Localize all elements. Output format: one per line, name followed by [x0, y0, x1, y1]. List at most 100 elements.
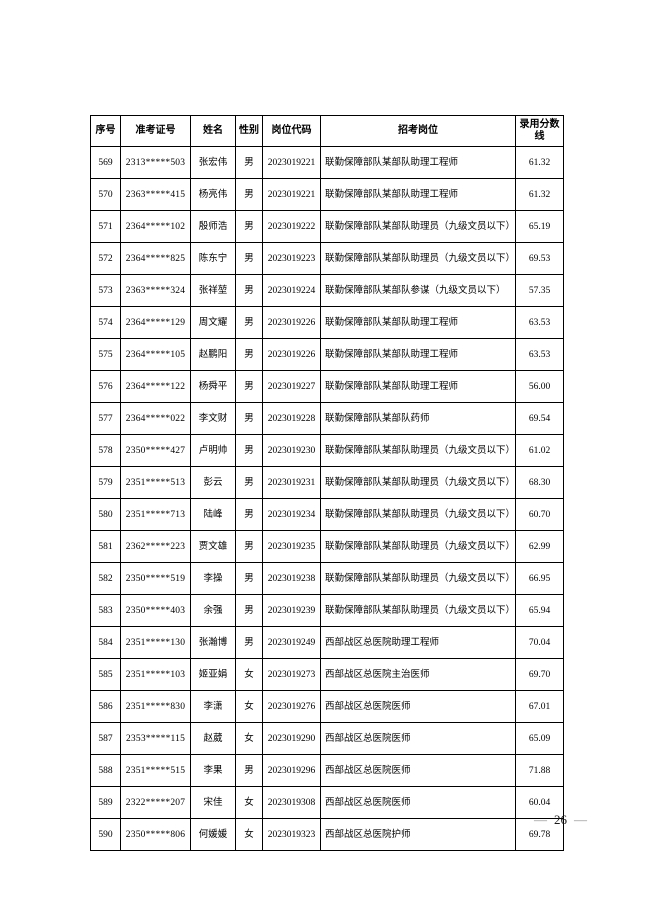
- table-row: 578 2350*****427 卢明帅 男 2023019230 联勤保障部队…: [90, 434, 564, 467]
- cell-gender: 男: [235, 338, 263, 371]
- cell-gender: 女: [235, 818, 263, 851]
- cell-position-title: 联勤保障部队某部队助理工程师: [320, 306, 516, 339]
- cell-position-code: 2023019226: [262, 338, 321, 371]
- cell-gender: 男: [235, 594, 263, 627]
- table-row: 588 2351*****515 李果 男 2023019296 西部战区总医院…: [90, 754, 564, 787]
- cell-position-title: 联勤保障部队某部队助理员（九级文员以下）: [320, 466, 516, 499]
- cell-ticket-number: 2350*****427: [120, 434, 191, 467]
- cell-position-code: 2023019238: [262, 562, 321, 595]
- cell-name: 殷师浩: [190, 210, 236, 243]
- cell-ticket-number: 2364*****825: [120, 242, 191, 275]
- cell-score: 63.53: [515, 338, 564, 371]
- cell-gender: 男: [235, 370, 263, 403]
- cell-position-title: 联勤保障部队某部队助理工程师: [320, 178, 516, 211]
- cell-name: 张祥堃: [190, 274, 236, 307]
- table-row: 571 2364*****102 殷师浩 男 2023019222 联勤保障部队…: [90, 210, 564, 243]
- cell-seq: 584: [90, 626, 121, 659]
- page-number-value: 26: [554, 812, 567, 827]
- cell-position-code: 2023019234: [262, 498, 321, 531]
- cell-score: 69.78: [515, 818, 564, 851]
- cell-seq: 577: [90, 402, 121, 435]
- cell-name: 贾文雄: [190, 530, 236, 563]
- cell-name: 杨亮伟: [190, 178, 236, 211]
- table-row: 569 2313*****503 张宏伟 男 2023019221 联勤保障部队…: [90, 146, 564, 179]
- cell-position-title: 西部战区总医院医师: [320, 722, 516, 755]
- cell-ticket-number: 2351*****130: [120, 626, 191, 659]
- cell-ticket-number: 2362*****223: [120, 530, 191, 563]
- cell-name: 张瀚博: [190, 626, 236, 659]
- cell-seq: 573: [90, 274, 121, 307]
- cell-position-code: 2023019224: [262, 274, 321, 307]
- table-row: 580 2351*****713 陆峰 男 2023019234 联勤保障部队某…: [90, 498, 564, 531]
- cell-name: 余强: [190, 594, 236, 627]
- cell-position-code: 2023019221: [262, 178, 321, 211]
- cell-seq: 587: [90, 722, 121, 755]
- cell-gender: 女: [235, 722, 263, 755]
- cell-ticket-number: 2351*****713: [120, 498, 191, 531]
- table-header-row: 序号 准考证号 姓名 性别 岗位代码 招考岗位 录用分数线: [90, 115, 564, 147]
- table-row: 572 2364*****825 陈东宁 男 2023019223 联勤保障部队…: [90, 242, 564, 275]
- cell-score: 65.19: [515, 210, 564, 243]
- cell-score: 61.32: [515, 146, 564, 179]
- cell-position-code: 2023019273: [262, 658, 321, 691]
- table-row: 570 2363*****415 杨亮伟 男 2023019221 联勤保障部队…: [90, 178, 564, 211]
- cell-ticket-number: 2363*****415: [120, 178, 191, 211]
- cell-seq: 579: [90, 466, 121, 499]
- cell-ticket-number: 2351*****515: [120, 754, 191, 787]
- table-row: 583 2350*****403 余强 男 2023019239 联勤保障部队某…: [90, 594, 564, 627]
- cell-position-title: 联勤保障部队某部队助理员（九级文员以下）: [320, 210, 516, 243]
- cell-ticket-number: 2364*****122: [120, 370, 191, 403]
- cell-ticket-number: 2350*****519: [120, 562, 191, 595]
- cell-position-code: 2023019308: [262, 786, 321, 819]
- cell-position-code: 2023019226: [262, 306, 321, 339]
- cell-gender: 男: [235, 434, 263, 467]
- cell-position-title: 联勤保障部队某部队助理员（九级文员以下）: [320, 594, 516, 627]
- cell-score: 62.99: [515, 530, 564, 563]
- header-ticket-number: 准考证号: [120, 115, 191, 147]
- cell-position-title: 西部战区总医院医师: [320, 754, 516, 787]
- cell-position-title: 联勤保障部队某部队参谋（九级文员以下）: [320, 274, 516, 307]
- table-row: 575 2364*****105 赵鹏阳 男 2023019226 联勤保障部队…: [90, 338, 564, 371]
- cell-ticket-number: 2351*****103: [120, 658, 191, 691]
- table-row: 581 2362*****223 贾文雄 男 2023019235 联勤保障部队…: [90, 530, 564, 563]
- cell-gender: 男: [235, 210, 263, 243]
- cell-position-code: 2023019228: [262, 402, 321, 435]
- cell-seq: 575: [90, 338, 121, 371]
- cell-gender: 男: [235, 178, 263, 211]
- cell-seq: 570: [90, 178, 121, 211]
- cell-position-code: 2023019230: [262, 434, 321, 467]
- cell-score: 70.04: [515, 626, 564, 659]
- cell-name: 李果: [190, 754, 236, 787]
- cell-ticket-number: 2364*****102: [120, 210, 191, 243]
- cell-position-title: 联勤保障部队某部队药师: [320, 402, 516, 435]
- cell-position-code: 2023019276: [262, 690, 321, 723]
- cell-score: 61.32: [515, 178, 564, 211]
- table-row: 589 2322*****207 宋佳 女 2023019308 西部战区总医院…: [90, 786, 564, 819]
- cell-position-code: 2023019239: [262, 594, 321, 627]
- cell-position-code: 2023019249: [262, 626, 321, 659]
- cell-position-code: 2023019323: [262, 818, 321, 851]
- header-position-title: 招考岗位: [320, 115, 516, 147]
- cell-position-title: 西部战区总医院医师: [320, 786, 516, 819]
- table-row: 584 2351*****130 张瀚博 男 2023019249 西部战区总医…: [90, 626, 564, 659]
- cell-name: 赵鹏阳: [190, 338, 236, 371]
- table-row: 582 2350*****519 李操 男 2023019238 联勤保障部队某…: [90, 562, 564, 595]
- cell-position-code: 2023019290: [262, 722, 321, 755]
- cell-ticket-number: 2364*****105: [120, 338, 191, 371]
- header-seq: 序号: [90, 115, 121, 147]
- cell-ticket-number: 2363*****324: [120, 274, 191, 307]
- cell-position-code: 2023019231: [262, 466, 321, 499]
- cell-name: 陆峰: [190, 498, 236, 531]
- cell-ticket-number: 2364*****022: [120, 402, 191, 435]
- cell-seq: 572: [90, 242, 121, 275]
- cell-position-title: 西部战区总医院主治医师: [320, 658, 516, 691]
- cell-name: 李文财: [190, 402, 236, 435]
- cell-score: 66.95: [515, 562, 564, 595]
- cell-name: 彭云: [190, 466, 236, 499]
- cell-gender: 女: [235, 786, 263, 819]
- cell-seq: 585: [90, 658, 121, 691]
- cell-position-title: 联勤保障部队某部队助理工程师: [320, 370, 516, 403]
- cell-score: 67.01: [515, 690, 564, 723]
- table-row: 587 2353*****115 赵葳 女 2023019290 西部战区总医院…: [90, 722, 564, 755]
